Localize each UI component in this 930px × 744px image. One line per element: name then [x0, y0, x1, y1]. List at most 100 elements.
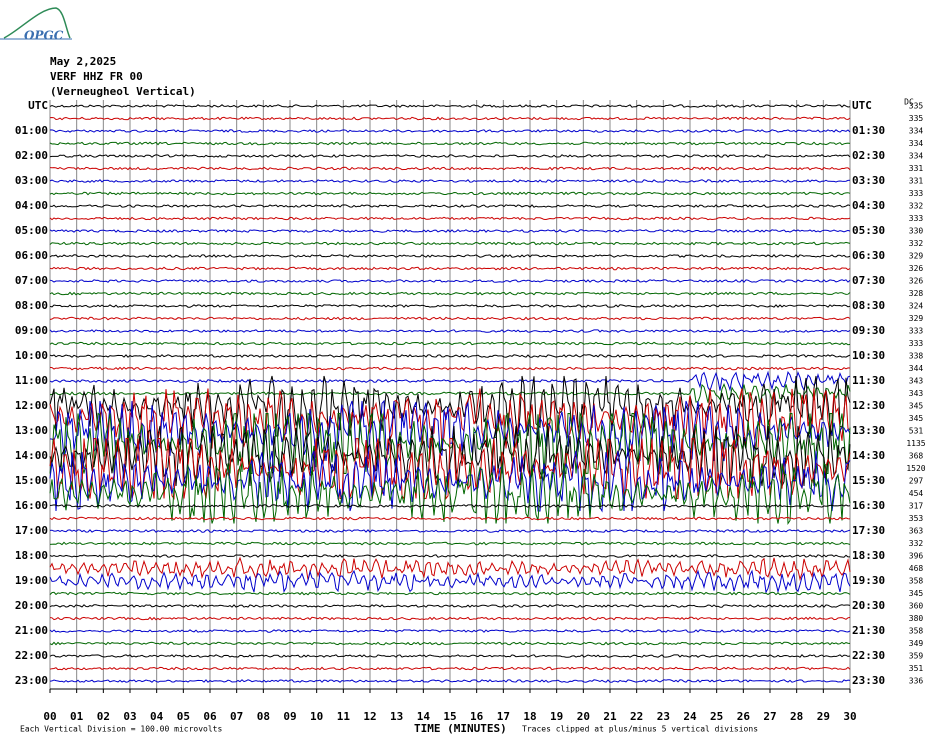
dc-value: 324 — [909, 302, 924, 311]
dc-value: 333 — [909, 339, 924, 348]
right-time-label: 06:30 — [852, 249, 885, 262]
dc-value: 351 — [909, 664, 924, 673]
trace — [49, 116, 851, 121]
left-time-label: 07:00 — [15, 274, 48, 287]
dc-value: 353 — [909, 514, 924, 523]
right-time-label: 14:30 — [852, 449, 885, 462]
trace — [49, 654, 851, 658]
x-tick-label: 01 — [70, 710, 84, 723]
logo: OPGC — [0, 7, 72, 43]
trace — [49, 556, 851, 581]
x-tick-label: 13 — [390, 710, 403, 723]
x-tick-label: 14 — [417, 710, 431, 723]
left-time-label: 09:00 — [15, 324, 48, 337]
right-time-label: 05:30 — [852, 224, 885, 237]
x-tick-label: 09 — [283, 710, 296, 723]
left-time-label: 16:00 — [15, 499, 48, 512]
scale-note: Each Vertical Division = 100.00 microvol… — [20, 725, 222, 734]
dc-value: 336 — [909, 677, 924, 686]
trace — [49, 541, 851, 546]
left-time-label: 12:00 — [15, 399, 48, 412]
x-tick-label: 15 — [443, 710, 456, 723]
right-time-label: 02:30 — [852, 149, 885, 162]
dc-value: 343 — [909, 389, 924, 398]
x-tick-label: 23 — [657, 710, 670, 723]
left-time-label: 17:00 — [15, 524, 48, 537]
right-time-label: 12:30 — [852, 399, 885, 412]
trace — [49, 629, 851, 633]
logo-curve — [3, 7, 71, 39]
labels: 00 01 02 03 04 05 06 07 08 09 10 11 12 13 14 15 16 17 18 19… — [13, 98, 925, 724]
x-tick-label: 03 — [123, 710, 136, 723]
right-time-label: 03:30 — [852, 174, 885, 187]
right-time-label: 08:30 — [852, 299, 885, 312]
x-tick-label: 17 — [497, 710, 510, 723]
x-tick-label: 24 — [683, 710, 697, 723]
right-time-label: 21:30 — [852, 624, 885, 637]
right-time-label: 01:30 — [852, 124, 885, 137]
left-time-label: 14:00 — [15, 449, 48, 462]
left-time-label: 21:00 — [15, 624, 48, 637]
dc-value: 368 — [909, 452, 924, 461]
traces — [49, 104, 851, 683]
trace — [49, 370, 851, 392]
trace — [49, 304, 851, 308]
right-time-label: 19:30 — [852, 574, 885, 587]
x-tick-label: 22 — [630, 710, 643, 723]
trace — [49, 266, 851, 271]
x-tick-label: 18 — [523, 710, 536, 723]
logo-text: OPGC — [24, 29, 64, 43]
left-time-label: 03:00 — [15, 174, 48, 187]
dc-value: 329 — [909, 252, 924, 261]
x-tick-label: 28 — [790, 710, 803, 723]
x-tick-label: 08 — [257, 710, 270, 723]
trace — [49, 291, 851, 296]
left-time-label: 02:00 — [15, 149, 48, 162]
x-tick-label: 04 — [150, 710, 164, 723]
trace — [49, 366, 851, 371]
x-tick-label: 11 — [337, 710, 351, 723]
left-time-label: 13:00 — [15, 424, 48, 437]
trace — [49, 241, 851, 246]
x-tick-label: 25 — [710, 710, 723, 723]
right-time-label: UTC — [852, 99, 872, 112]
dc-value: 1135 — [906, 439, 925, 448]
trace — [49, 204, 851, 208]
dc-value: 317 — [909, 502, 924, 511]
x-tick-label: 16 — [470, 710, 484, 723]
dc-value: 531 — [909, 427, 924, 436]
x-tick-label: 00 — [43, 710, 56, 723]
right-time-label: 18:30 — [852, 549, 885, 562]
trace — [49, 604, 851, 608]
dc-value: 363 — [909, 527, 924, 536]
trace — [49, 354, 851, 358]
dc-value: 396 — [909, 552, 924, 561]
dc-value: 326 — [909, 264, 924, 273]
dc-value: 343 — [909, 377, 924, 386]
left-time-label: 15:00 — [15, 474, 48, 487]
trace — [49, 129, 851, 133]
dc-value: 297 — [909, 477, 924, 486]
trace — [49, 504, 851, 508]
left-time-label: 20:00 — [15, 599, 48, 612]
date: May 2,2025 — [50, 55, 116, 68]
left-time-label: 08:00 — [15, 299, 48, 312]
x-tick-label: 20 — [577, 710, 590, 723]
dc-value: 332 — [909, 202, 924, 211]
x-tick-label: 21 — [603, 710, 617, 723]
left-time-label: 06:00 — [15, 249, 48, 262]
trace — [49, 179, 851, 183]
trace — [49, 666, 851, 671]
trace — [49, 329, 851, 333]
left-time-label: 04:00 — [15, 199, 48, 212]
x-tick-label: 19 — [550, 710, 563, 723]
dc-value: 335 — [909, 114, 924, 123]
trace — [49, 591, 851, 596]
dc-value: 330 — [909, 227, 924, 236]
right-time-label: 22:30 — [852, 649, 885, 662]
description: (Verneugheol Vertical) — [50, 85, 196, 98]
dc-value: 335 — [909, 102, 924, 111]
axis-title: TIME (MINUTES) — [414, 722, 507, 735]
dc-value: 360 — [909, 602, 924, 611]
